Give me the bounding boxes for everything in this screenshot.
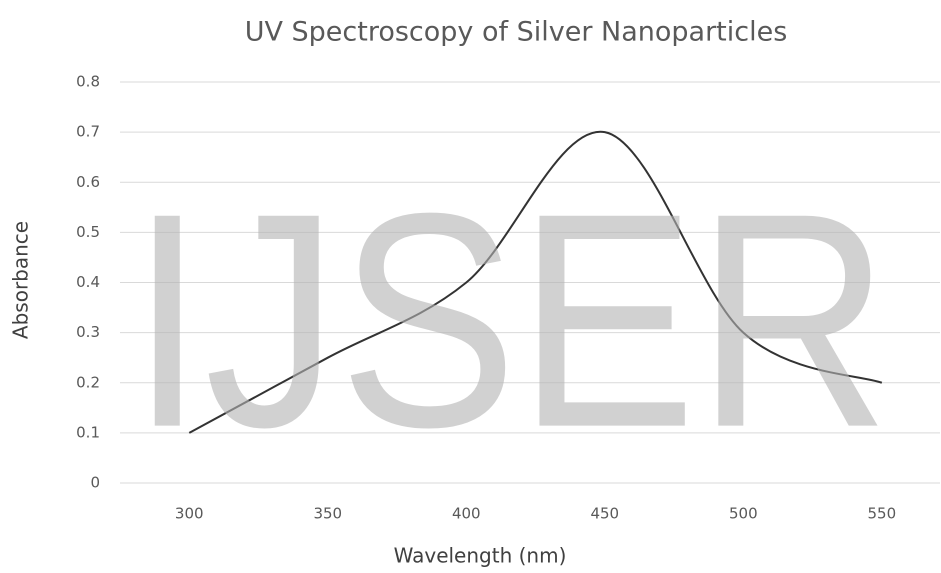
x-tick-label: 550: [868, 505, 897, 523]
y-tick-label: 0.7: [76, 123, 100, 141]
x-tick-label: 500: [729, 505, 758, 523]
y-axis-label: Absorbance: [9, 221, 33, 339]
y-tick-label: 0.1: [76, 423, 100, 441]
y-tick-label: 0.6: [76, 173, 100, 191]
chart-title: UV Spectroscopy of Silver Nanoparticles: [245, 17, 788, 48]
y-tick-label: 0.4: [76, 273, 100, 291]
x-tick-label: 350: [313, 505, 342, 523]
data-line: [188, 131, 883, 434]
y-tick-label: 0.2: [76, 373, 100, 391]
x-axis-label: Wavelength (nm): [394, 544, 567, 568]
x-tick-label: 450: [590, 505, 619, 523]
y-tick-label: 0.5: [76, 223, 100, 241]
watermark: IJSER: [130, 150, 890, 491]
x-tick-label: 400: [452, 505, 481, 523]
x-tick-label: 300: [175, 505, 204, 523]
y-tick-label: 0: [90, 474, 100, 492]
y-tick-label: 0.8: [76, 73, 100, 91]
y-tick-label: 0.3: [76, 323, 100, 341]
